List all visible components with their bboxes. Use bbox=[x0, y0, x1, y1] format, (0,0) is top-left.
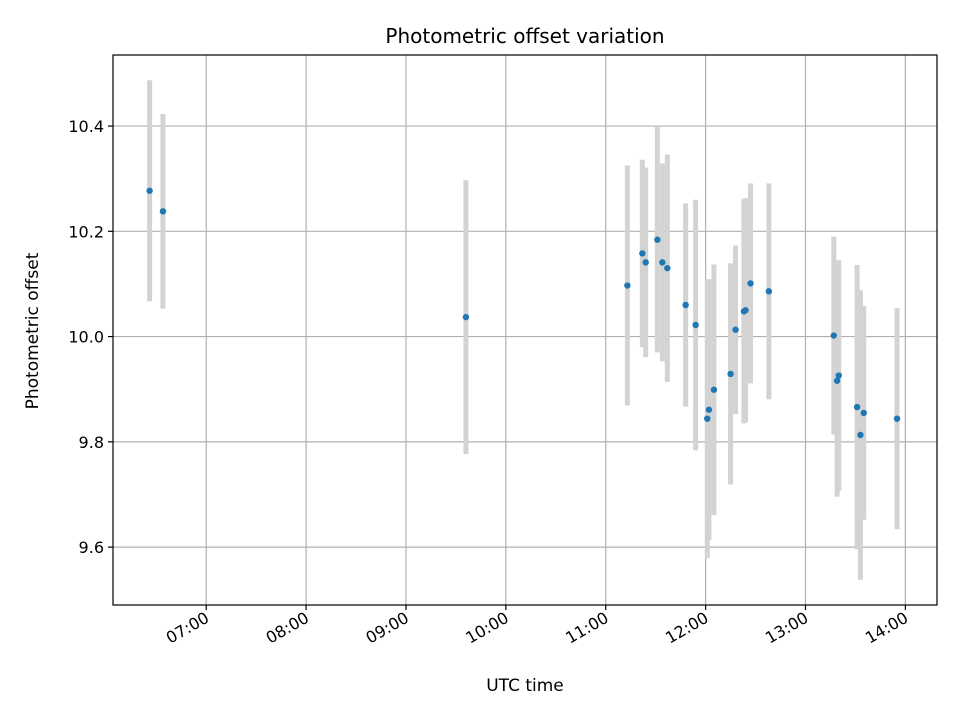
x-tick-label: 14:00 bbox=[862, 608, 911, 648]
x-tick-label: 08:00 bbox=[263, 608, 312, 648]
data-point bbox=[747, 280, 754, 287]
data-point bbox=[860, 409, 867, 417]
y-tick-label: 10.2 bbox=[68, 222, 104, 241]
data-points bbox=[146, 187, 901, 439]
data-point bbox=[642, 259, 649, 266]
x-tick-label: 07:00 bbox=[163, 608, 212, 648]
data-point bbox=[853, 403, 861, 411]
data-point bbox=[727, 370, 734, 378]
data-point bbox=[639, 250, 646, 257]
data-point bbox=[664, 264, 671, 272]
data-point bbox=[659, 259, 666, 266]
data-point bbox=[146, 187, 153, 194]
data-point bbox=[654, 236, 661, 243]
x-tick-label: 09:00 bbox=[363, 608, 412, 648]
error-bars bbox=[147, 80, 900, 580]
x-axis: 07:00 08:00 09:00 10:00 11:00 12:00 13:00 14:00 bbox=[163, 605, 911, 648]
y-tick-label: 10.0 bbox=[68, 328, 104, 347]
chart-title: Photometric offset variation bbox=[385, 24, 664, 48]
data-point bbox=[732, 326, 739, 333]
x-tick-label: 12:00 bbox=[662, 608, 711, 648]
data-point bbox=[682, 301, 689, 309]
plot-frame bbox=[112, 54, 938, 606]
x-tick-label: 10:00 bbox=[462, 608, 511, 648]
data-point bbox=[159, 208, 167, 215]
data-point bbox=[462, 313, 470, 321]
data-point bbox=[692, 321, 699, 329]
grid bbox=[113, 55, 937, 605]
y-axis-title: Photometric offset bbox=[23, 252, 43, 409]
x-tick-label: 13:00 bbox=[762, 608, 811, 648]
data-point bbox=[624, 282, 631, 289]
data-point bbox=[857, 431, 864, 439]
y-tick-label: 9.6 bbox=[79, 538, 104, 557]
x-tick-label: 11:00 bbox=[562, 608, 611, 648]
y-tick-label: 10.4 bbox=[68, 117, 104, 136]
data-point bbox=[704, 415, 711, 422]
data-point bbox=[765, 288, 773, 295]
data-point bbox=[833, 377, 841, 384]
data-point bbox=[830, 332, 837, 339]
data-point bbox=[835, 372, 842, 379]
data-point bbox=[705, 406, 713, 413]
y-axis: 9.6 9.8 10.0 10.2 10.4 bbox=[68, 117, 113, 557]
y-tick-label: 9.8 bbox=[79, 433, 104, 452]
data-point bbox=[742, 307, 749, 314]
data-point bbox=[710, 386, 718, 393]
x-axis-title: UTC time bbox=[486, 676, 564, 696]
data-point bbox=[893, 415, 901, 422]
